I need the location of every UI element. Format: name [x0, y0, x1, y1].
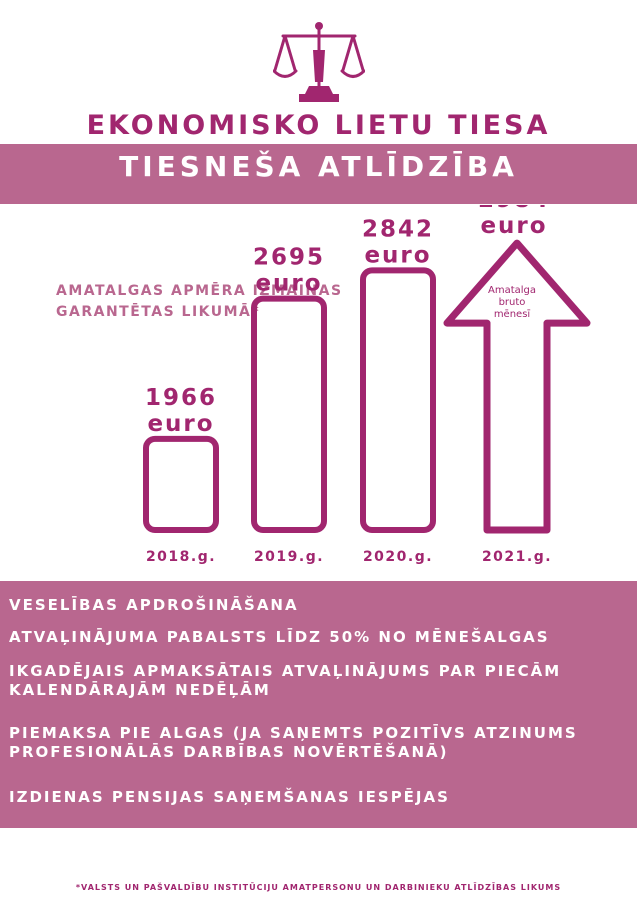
x-tick-label: 2018.g. — [146, 549, 216, 565]
benefit-health-insurance: VESELĪBAS APDROŠINĀŠANA — [9, 596, 299, 614]
chart-note-line-1: AMATALGAS APMĒRA IZMAIŅAS — [56, 283, 343, 299]
bar-value-label: 2695 — [253, 245, 325, 271]
scales-of-justice-icon — [273, 22, 365, 102]
chart-note-line-2: GARANTĒTAS LIKUMĀ* — [56, 304, 261, 320]
bar-unit-label: euro — [480, 213, 547, 239]
x-tick-label: 2020.g. — [363, 549, 433, 565]
bar — [251, 295, 327, 534]
bar — [443, 239, 591, 534]
x-tick-label: 2019.g. — [254, 549, 324, 565]
page-title: EKONOMISKO LIETU TIESA — [86, 110, 551, 141]
subtitle-band — [0, 144, 637, 204]
arrow-annotation-line: mēnesī — [494, 309, 531, 320]
benefit-service-pension: IZDIENAS PENSIJAS SAŅEMŠANAS IESPĒJAS — [9, 788, 450, 806]
bar-unit-label: euro — [364, 242, 431, 268]
benefit-vacation-allowance: ATVAĻINĀJUMA PABALSTS LĪDZ 50% NO MĒNEŠA… — [9, 628, 550, 646]
bar-unit-label: euro — [255, 271, 322, 297]
bar-value-label: 2842 — [362, 216, 434, 242]
footnote: *VALSTS UN PAŠVALDĪBU INSTITŪCIJU AMATPE… — [75, 883, 562, 892]
bar-unit-label: euro — [147, 411, 214, 437]
benefit-salary-bonus-line-2: PROFESIONĀLĀS DARBĪBAS NOVĒRTĒŠANĀ) — [9, 743, 449, 761]
benefits-band — [0, 581, 637, 828]
benefit-annual-leave-line-2: KALENDĀRAJĀM NEDĒĻĀM — [9, 681, 271, 699]
benefit-annual-leave-line-1: IKGADĒJAIS APMAKSĀTAIS ATVAĻINĀJUMS PAR … — [9, 662, 562, 680]
benefit-salary-bonus-line-1: PIEMAKSA PIE ALGAS (JA SAŅEMTS POZITĪVS … — [9, 724, 578, 742]
bar-value-label: 1966 — [145, 385, 217, 411]
x-tick-label: 2021.g. — [482, 549, 552, 565]
bar — [360, 267, 436, 533]
arrow-annotation-line: Amatalga — [488, 285, 536, 296]
chart-note: AMATALGAS APMĒRA IZMAIŅAS GARANTĒTAS LIK… — [56, 281, 343, 323]
bar-value-label: 2984 — [478, 205, 550, 213]
bar — [143, 435, 219, 534]
salary-chart: 1966euro2018.g.2695euro2019.g.2842euro20… — [143, 205, 591, 565]
page-subtitle: TIESNEŠA ATLĪDZĪBA — [119, 150, 518, 183]
arrow-annotation-line: bruto — [499, 297, 526, 308]
